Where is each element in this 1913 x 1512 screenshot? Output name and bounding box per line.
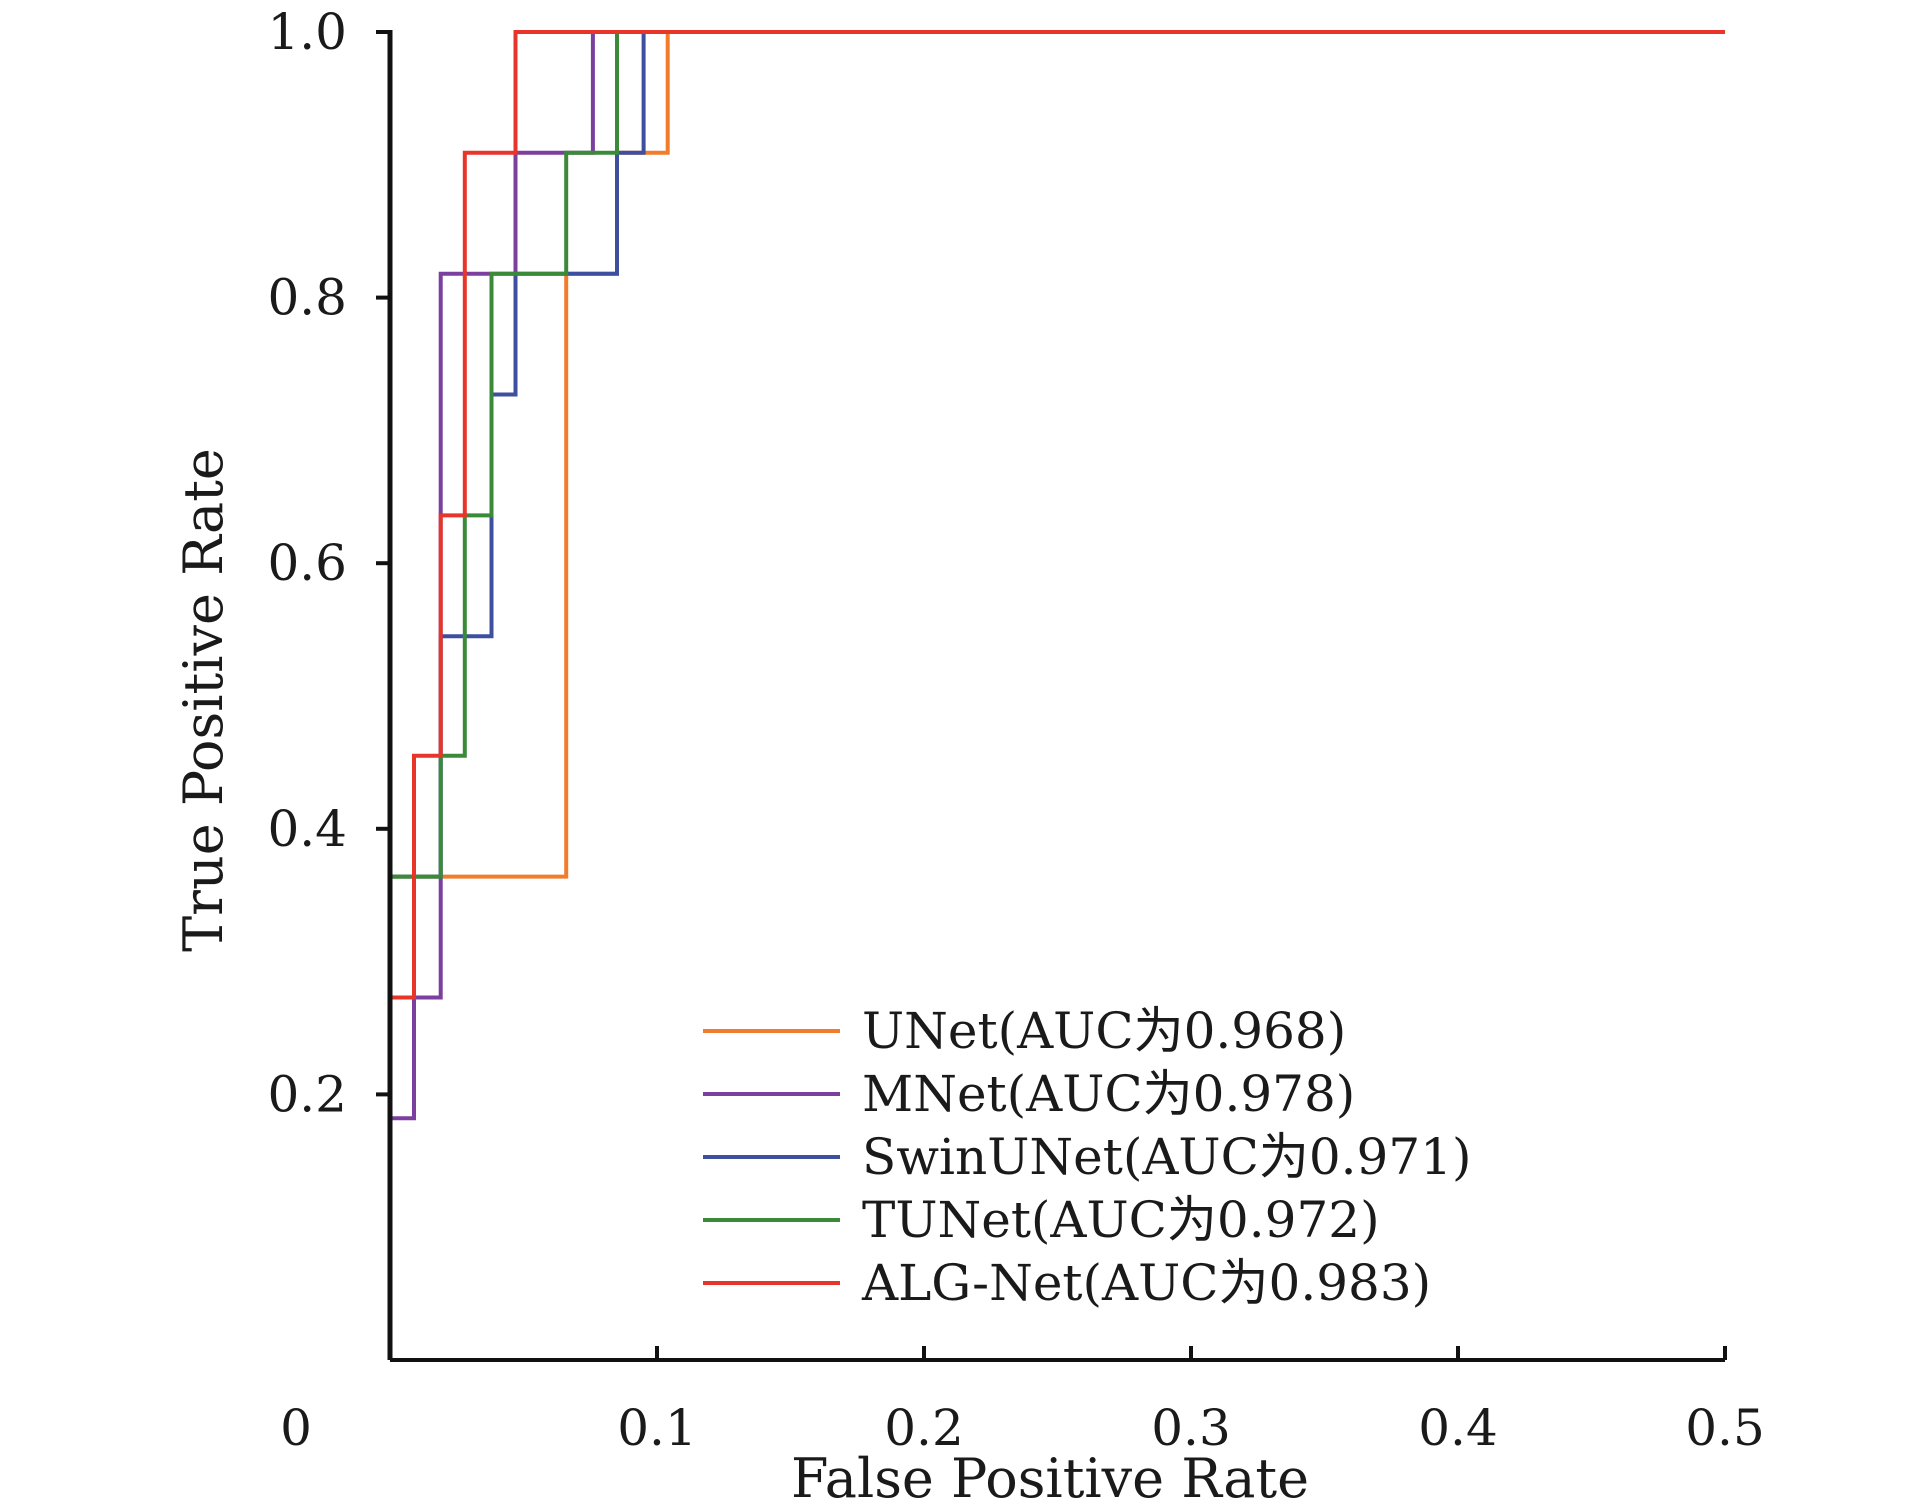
y-tick-label: 1.0 (267, 3, 347, 61)
legend-label-1: UNet(AUC为0.968) (862, 1002, 1346, 1060)
series-lines (388, 30, 1725, 1360)
x-tick-label: 0.1 (617, 1399, 697, 1457)
series-line-4 (388, 30, 1725, 1360)
legend-label-4: TUNet(AUC为0.972) (862, 1191, 1380, 1249)
y-tick-label: 0.4 (267, 800, 347, 858)
legend: UNet(AUC为0.968)MNet(AUC为0.978)SwinUNet(A… (703, 1002, 1471, 1312)
legend-label-3: SwinUNet(AUC为0.971) (862, 1128, 1471, 1186)
series-line-5 (388, 30, 1725, 1360)
y-axis-title: True Positive Rate (172, 448, 235, 952)
x-tick-label: 0.5 (1685, 1399, 1765, 1457)
x-tick-label: 0.3 (1151, 1399, 1231, 1457)
y-tick-label: 0.8 (267, 269, 347, 327)
series-line-2 (388, 30, 1725, 1360)
ticks: 0 0.1 0.2 0.3 0.4 0.5 0.2 0.4 0.6 0.8 1.0 (267, 3, 1764, 1457)
x-axis-title: False Positive Rate (791, 1447, 1309, 1510)
x-tick-label: 0.2 (884, 1399, 964, 1457)
y-tick-label: 0.2 (267, 1065, 347, 1123)
x-tick-label: 0.4 (1418, 1399, 1498, 1457)
legend-label-2: MNet(AUC为0.978) (862, 1065, 1355, 1123)
legend-label-5: ALG-Net(AUC为0.983) (861, 1254, 1431, 1312)
x-tick-label: 0 (280, 1399, 312, 1457)
y-tick-label: 0.6 (267, 534, 347, 592)
axes (387, 30, 1725, 1362)
